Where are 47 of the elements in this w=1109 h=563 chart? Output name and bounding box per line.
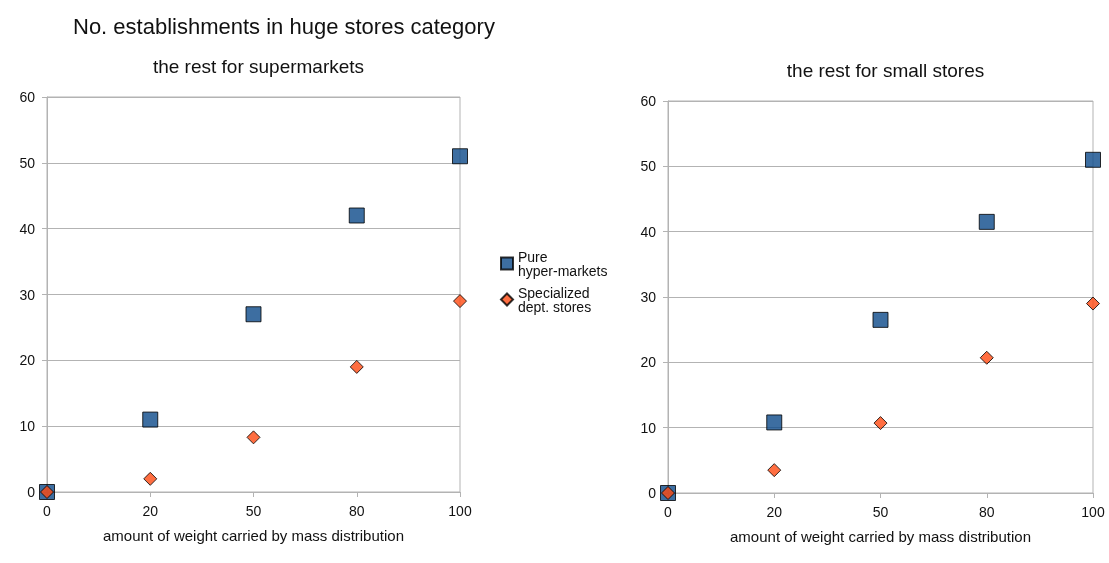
point <box>979 350 994 365</box>
point <box>453 294 467 309</box>
point <box>873 416 888 431</box>
point <box>142 411 159 428</box>
point <box>1085 151 1101 168</box>
x-tick-label: 20 <box>766 504 783 520</box>
x-tick-label: 100 <box>1081 504 1105 520</box>
x-tick-label: 20 <box>142 503 159 519</box>
y-tick-label: 20 <box>640 354 657 371</box>
y-tick-label: 10 <box>640 419 657 436</box>
legend-label: Pure hyper-markets <box>518 248 608 279</box>
y-tick-label: 0 <box>27 484 36 500</box>
point <box>452 148 468 165</box>
x-tick-label: 100 <box>448 503 472 519</box>
point <box>1086 296 1100 311</box>
y-tick-label: 20 <box>19 352 36 369</box>
y-tick-label: 50 <box>19 154 36 171</box>
y-tick-label: 60 <box>640 93 657 109</box>
point <box>143 471 158 486</box>
point <box>766 414 783 431</box>
x-tick-label: 80 <box>978 504 995 520</box>
y-tick-label: 40 <box>19 220 36 237</box>
x-tick-label: 50 <box>245 503 262 519</box>
chart-title: No. establishments in huge stores category <box>73 13 495 39</box>
y-tick-label: 60 <box>19 89 36 105</box>
y-tick-label: 50 <box>640 158 657 175</box>
point <box>245 306 262 323</box>
x-tick-label: 50 <box>872 504 889 520</box>
point <box>872 311 889 328</box>
y-tick-label: 30 <box>19 286 36 303</box>
y-tick-label: 0 <box>648 485 657 501</box>
chart-subtitle: the rest for supermarkets <box>152 56 365 77</box>
chart-subtitle: the rest for small stores <box>786 60 985 81</box>
y-tick-label: 10 <box>19 418 36 435</box>
legend-label: Specialized dept. stores <box>518 284 594 315</box>
point <box>348 207 365 224</box>
x-tick-label: 0 <box>43 503 52 519</box>
point <box>978 213 995 230</box>
x-tick-label: 0 <box>664 504 673 520</box>
point <box>246 430 261 445</box>
x-axis-title: amount of weight carried by mass distribution <box>103 527 404 544</box>
x-tick-label: 80 <box>348 503 365 519</box>
x-axis-title: amount of weight carried by mass distribution <box>730 528 1031 545</box>
point <box>349 359 364 374</box>
y-tick-label: 40 <box>640 223 657 240</box>
y-tick-label: 30 <box>640 289 657 305</box>
point <box>767 463 782 478</box>
